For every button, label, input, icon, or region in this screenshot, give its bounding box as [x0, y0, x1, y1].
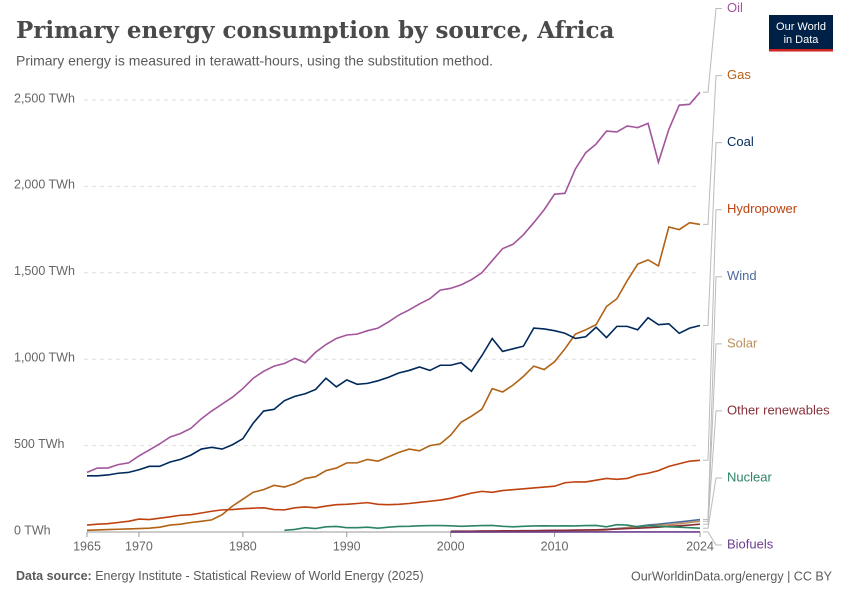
y-tick-label: 500 TWh [14, 437, 65, 451]
label-connector [703, 410, 722, 525]
credit[interactable]: OurWorldinData.org/energy | CC BY [631, 569, 833, 583]
x-tick-label: 1965 [73, 539, 101, 553]
series-label: Solar [727, 335, 758, 350]
label-connector [703, 343, 722, 522]
series-label: Biofuels [727, 536, 774, 551]
x-tick-label: 2000 [437, 539, 465, 553]
y-tick-label: 1,000 TWh [14, 350, 75, 364]
series-label: Coal [727, 134, 754, 149]
x-tick-label: 1990 [333, 539, 361, 553]
x-tick-label: 2010 [541, 539, 569, 553]
series-line [86, 91, 701, 474]
y-tick-label: 2,500 TWh [14, 91, 75, 105]
label-connector [703, 75, 722, 225]
label-connector [703, 276, 722, 521]
series-label: Gas [727, 67, 751, 82]
label-connector [703, 209, 722, 461]
source-text: Energy Institute - Statistical Review of… [95, 569, 423, 583]
label-connector [703, 142, 722, 327]
series-line [284, 523, 701, 532]
logo-text: in Data [784, 34, 820, 46]
logo-text: Our World [776, 21, 826, 33]
series-line [87, 316, 701, 477]
series-label: Other renewables [727, 402, 830, 417]
series-label: Wind [727, 268, 757, 283]
series-line [86, 459, 701, 526]
y-tick-label: 2,000 TWh [14, 178, 75, 192]
label-connector [703, 8, 722, 93]
chart-title: Primary energy consumption by source, Af… [16, 17, 614, 44]
series-line [86, 221, 701, 532]
y-tick-label: 0 TWh [14, 523, 51, 537]
source-note: Data source: Energy Institute - Statisti… [16, 569, 424, 583]
x-tick-label: 1970 [125, 539, 153, 553]
x-tick-label: 1980 [229, 539, 257, 553]
source-label: Data source: [16, 569, 92, 583]
series-label: Hydropower [727, 201, 798, 216]
label-connector [703, 531, 722, 546]
series-label: Nuclear [727, 469, 772, 484]
chart-subtitle: Primary energy is measured in terawatt-h… [16, 53, 493, 69]
logo[interactable]: Our World in Data [769, 15, 833, 52]
y-tick-label: 1,500 TWh [14, 264, 75, 278]
logo-box [769, 15, 833, 51]
label-connector [703, 477, 722, 529]
logo-bar [769, 49, 833, 52]
series-label: Oil [727, 0, 743, 15]
x-tick-label: 2024 [686, 539, 714, 553]
plot: 0 TWh 500 TWh 1,000 TWh 1,500 TWh 2,000 TWh 2… [14, 0, 830, 553]
